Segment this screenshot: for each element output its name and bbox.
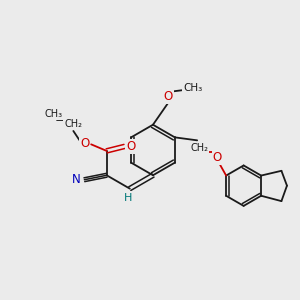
Text: CH₃: CH₃ [184,83,203,94]
Text: CH₃: CH₃ [45,109,63,119]
Text: CH₂: CH₂ [64,118,82,128]
Text: H: H [124,193,133,202]
Text: O: O [80,137,89,150]
Text: O: O [126,140,136,153]
Text: O: O [213,151,222,164]
Text: O: O [164,90,173,103]
Text: CH₂: CH₂ [190,143,208,153]
Text: N: N [72,173,81,186]
